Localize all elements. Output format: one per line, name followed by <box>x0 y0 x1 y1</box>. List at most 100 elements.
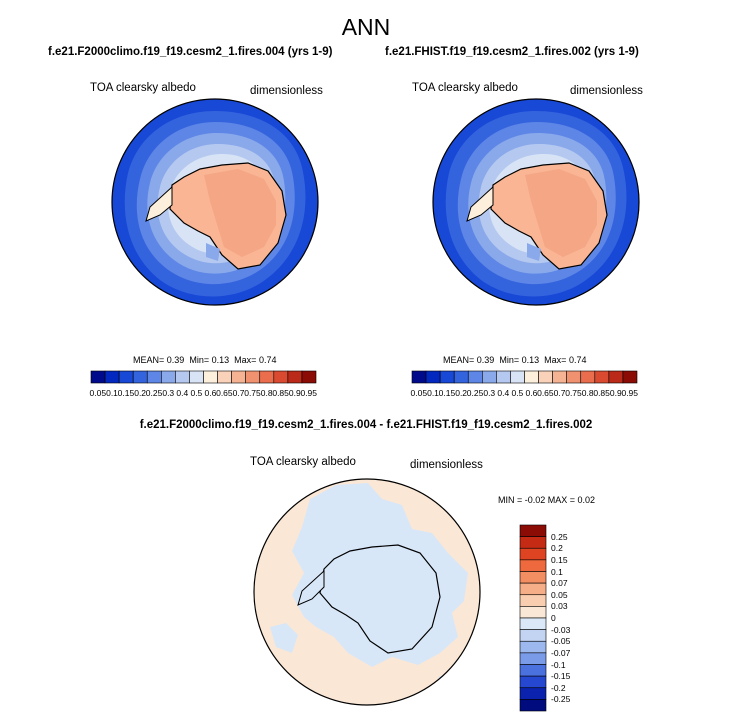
colorbar-tick-label: 0.3 <box>162 388 175 398</box>
panel2-colorbar <box>411 370 638 384</box>
diff-negative-patch-1 <box>270 623 298 653</box>
colorbar-tick-label: 0.03 <box>551 601 568 612</box>
colorbar-tick-label: 0.07 <box>551 578 568 589</box>
colorbar-tick-label: -0.2 <box>551 682 566 693</box>
panel2-ross-sea <box>527 243 541 261</box>
colorbar-tick-label: 0.05 <box>551 589 568 600</box>
colorbar-tick-label: 0.1 <box>551 566 563 577</box>
diff-colorbar-ticks: 0.25 0.2 0.15 0.1 0.07 0.05 0.03 0 -0.03 -0.05 -0.… <box>551 524 591 712</box>
panel1-mean-label: MEAN= <box>133 355 165 365</box>
colorbar-tick-label: 0.85 <box>272 388 289 398</box>
panel2-title: f.e21.FHIST.f19_f19.cesm2_1.fires.002 (y… <box>385 46 639 58</box>
panel1-colorbar <box>90 370 317 384</box>
colorbar-tick-label: 0.65 <box>537 388 554 398</box>
diff-peninsula <box>297 569 325 606</box>
colorbar-swatch <box>519 617 547 630</box>
panel1-min-label: Min= <box>189 355 210 365</box>
panel1-stats: MEAN= 0.39 Min= 0.13 Max= 0.74 <box>133 355 276 365</box>
colorbar-tick-label: 0.1 <box>106 388 118 398</box>
panel2-map <box>432 98 640 306</box>
colorbar-swatch <box>519 582 547 596</box>
panel1-map-border <box>111 98 319 306</box>
colorbar-swatch <box>622 370 638 384</box>
colorbar-swatch <box>411 370 427 384</box>
colorbar-tick-label: 0 <box>551 613 556 623</box>
colorbar-tick-label: -0.15 <box>551 671 571 682</box>
colorbar-swatch <box>175 370 190 384</box>
colorbar-swatch <box>519 606 547 619</box>
diff-variable-label: TOA clearsky albedo <box>250 456 356 468</box>
colorbar-tick-label: 0.6 <box>204 388 217 398</box>
colorbar-swatch <box>519 629 547 642</box>
colorbar-swatch <box>425 370 441 384</box>
panel2-max-label: Max= <box>544 355 567 365</box>
colorbar-swatch <box>519 664 547 677</box>
colorbar-tick-label: 0.2 <box>551 543 563 554</box>
colorbar-tick-label: 0.6 <box>525 388 538 398</box>
panel2-colorbar-ticks: 0.05 0.1 0.15 0.2 0.25 0.3 0.4 0.5 0.6 0.65 0.7 0.7… <box>411 388 638 400</box>
colorbar-tick-label: 0.15 <box>117 388 135 398</box>
colorbar-swatch <box>453 370 469 384</box>
panel2-mean-value: 0.39 <box>476 355 495 365</box>
colorbar-swatch <box>161 370 176 384</box>
colorbar-tick-label: -0.1 <box>551 659 566 670</box>
colorbar-tick-label: 0.5 <box>511 388 524 398</box>
colorbar-swatch <box>231 370 246 384</box>
colorbar-swatch <box>566 370 582 384</box>
colorbar-swatch <box>146 370 162 384</box>
colorbar-tick-label: 0.2 <box>134 388 147 398</box>
colorbar-swatch <box>580 370 596 384</box>
colorbar-swatch <box>519 524 547 537</box>
panel1-ross-sea <box>206 243 220 261</box>
colorbar-swatch <box>259 370 275 384</box>
colorbar-swatch <box>217 370 232 384</box>
panel1-variable-label: TOA clearsky albedo <box>90 82 196 94</box>
colorbar-tick-label: 0.4 <box>497 388 510 398</box>
colorbar-tick-label: -0.05 <box>551 636 571 647</box>
panel2-peninsula <box>466 185 494 222</box>
figure-title: ANN <box>341 14 391 40</box>
colorbar-tick-label: 0.65 <box>216 388 233 398</box>
colorbar-tick-label: 0.05 <box>89 388 107 398</box>
colorbar-tick-label: 0.95 <box>300 388 318 398</box>
colorbar-swatch <box>287 370 303 384</box>
colorbar-swatch <box>132 370 148 384</box>
panel1-min-value: 0.13 <box>211 355 230 365</box>
colorbar-tick-label: 0.85 <box>593 388 610 398</box>
colorbar-swatch <box>104 370 120 384</box>
panel2-stats: MEAN= 0.39 Min= 0.13 Max= 0.74 <box>443 355 586 365</box>
colorbar-swatch <box>519 652 547 665</box>
colorbar-swatch <box>467 370 483 384</box>
colorbar-swatch <box>519 571 547 584</box>
panel2-min-value: 0.13 <box>521 355 540 365</box>
diff-title: f.e21.F2000climo.f19_f19.cesm2_1.fires.0… <box>139 419 593 431</box>
colorbar-tick-label: 0.5 <box>190 388 203 398</box>
colorbar-tick-label: -0.07 <box>551 647 571 658</box>
colorbar-tick-label: -0.25 <box>551 694 571 705</box>
colorbar-tick-label: -0.03 <box>551 624 571 635</box>
colorbar-tick-label: 0.15 <box>551 554 568 565</box>
colorbar-swatch <box>608 370 624 384</box>
colorbar-swatch <box>524 370 539 384</box>
panel2-mean-label: MEAN= <box>443 355 475 365</box>
colorbar-tick-label: 0.3 <box>483 388 496 398</box>
panel2-variable-label: TOA clearsky albedo <box>412 82 518 94</box>
colorbar-tick-label: 0.05 <box>410 388 428 398</box>
colorbar-swatch <box>273 370 289 384</box>
colorbar-tick-label: 0.7 <box>553 388 566 398</box>
colorbar-tick-label: 0.95 <box>621 388 639 398</box>
colorbar-tick-label: 0.1 <box>427 388 439 398</box>
panel2-units-label: dimensionless <box>570 85 643 97</box>
colorbar-swatch <box>519 687 547 700</box>
colorbar-swatch <box>482 370 497 384</box>
diff-units-label: dimensionless <box>410 459 483 471</box>
diff-map-border <box>253 478 481 706</box>
panel2-max-value: 0.74 <box>568 355 587 365</box>
colorbar-swatch <box>552 370 567 384</box>
colorbar-swatch <box>301 370 317 384</box>
colorbar-tick-label: 0.8 <box>581 388 594 398</box>
colorbar-tick-label: 0.25 <box>466 388 484 398</box>
panel1-max-label: Max= <box>234 355 257 365</box>
colorbar-swatch <box>496 370 511 384</box>
colorbar-swatch <box>519 640 547 654</box>
